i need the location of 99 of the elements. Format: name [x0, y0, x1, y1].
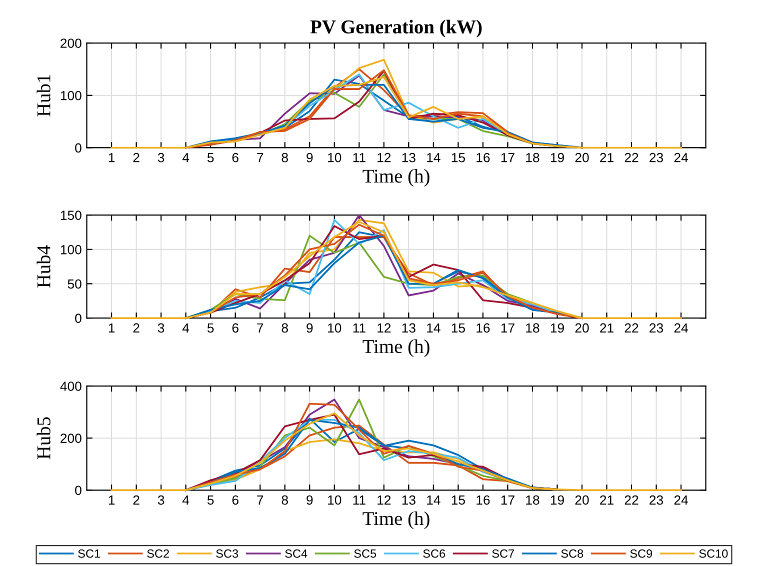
- x-tick-label: 16: [476, 495, 490, 505]
- x-tick-label: 8: [282, 323, 288, 333]
- legend-label: SC7: [492, 549, 514, 558]
- x-tick-label: 6: [232, 152, 238, 162]
- x-tick-label: 6: [232, 323, 238, 333]
- chart-title: PV Generation (kW): [310, 20, 482, 38]
- x-tick-label: 22: [624, 323, 638, 333]
- x-tick-label: 4: [182, 496, 190, 505]
- x-tick-label: 14: [427, 323, 440, 333]
- x-tick-label: 23: [650, 495, 664, 505]
- x-axis-title: Time (h): [362, 511, 430, 530]
- x-tick-label: 24: [674, 495, 688, 505]
- x-tick-label: 24: [674, 323, 688, 333]
- x-tick-label: 8: [282, 495, 288, 505]
- x-tick-label: 18: [526, 323, 540, 333]
- x-tick-label: 11: [353, 496, 366, 505]
- x-tick-label: 16: [476, 152, 490, 162]
- x-tick-label: 19: [550, 152, 564, 162]
- x-tick-label: 9: [306, 323, 313, 333]
- x-tick-label: 14: [427, 496, 440, 505]
- x-tick-label: 3: [158, 495, 164, 505]
- x-tick-label: 3: [158, 323, 164, 333]
- x-tick-label: 4: [182, 323, 190, 333]
- x-tick-label: 9: [306, 495, 313, 505]
- legend-label: SC8: [561, 549, 584, 558]
- legend-label: SC1: [78, 549, 100, 558]
- y-tick-label: 0: [75, 314, 82, 324]
- y-tick-label: 0: [75, 486, 82, 496]
- x-tick-label: 16: [476, 323, 490, 333]
- legend-label: SC9: [630, 549, 652, 558]
- legend-label: SC2: [147, 549, 169, 558]
- x-tick-label: 7: [257, 496, 264, 505]
- legend-label: SC6: [423, 549, 446, 558]
- y-axis-title: Hub1: [36, 74, 50, 116]
- y-tick-label: 200: [60, 38, 82, 48]
- x-tick-label: 5: [207, 153, 214, 162]
- x-tick-label: 10: [328, 152, 342, 162]
- x-tick-label: 2: [133, 152, 140, 162]
- x-tick-label: 19: [550, 495, 564, 505]
- x-tick-label: 8: [282, 152, 288, 162]
- x-tick-label: 21: [600, 323, 614, 333]
- y-axis-title: Hub5: [36, 417, 50, 460]
- x-tick-label: 17: [501, 496, 514, 505]
- y-tick-label: 200: [60, 434, 82, 443]
- y-axis-title: Hub4: [36, 245, 50, 288]
- x-tick-label: 4: [182, 153, 190, 162]
- x-tick-label: 23: [650, 323, 664, 333]
- x-tick-label: 23: [650, 152, 664, 162]
- y-tick-label: 50: [68, 279, 82, 289]
- x-tick-label: 13: [402, 152, 416, 162]
- x-tick-label: 11: [353, 153, 366, 162]
- x-tick-label: 24: [674, 152, 688, 162]
- legend-label: SC4: [285, 549, 308, 558]
- x-tick-label: 12: [378, 495, 391, 505]
- x-tick-label: 22: [624, 495, 638, 505]
- y-tick-label: 0: [75, 143, 82, 153]
- x-tick-label: 15: [452, 323, 465, 333]
- x-tick-label: 13: [402, 495, 416, 505]
- x-tick-label: 3: [158, 152, 164, 162]
- x-tick-label: 21: [600, 152, 614, 162]
- x-tick-label: 22: [624, 152, 638, 162]
- x-tick-label: 20: [575, 323, 589, 333]
- x-tick-label: 17: [501, 323, 514, 333]
- x-tick-label: 2: [133, 495, 140, 505]
- x-tick-label: 15: [452, 496, 465, 505]
- x-tick-label: 10: [328, 323, 342, 333]
- y-tick-label: 100: [60, 244, 82, 254]
- x-tick-label: 15: [452, 153, 465, 162]
- legend-label: SC10: [699, 549, 728, 558]
- x-tick-label: 14: [427, 153, 440, 162]
- legend-label: SC5: [354, 549, 376, 558]
- x-tick-label: 13: [402, 323, 416, 333]
- x-tick-label: 19: [550, 323, 564, 333]
- x-tick-label: 1: [108, 153, 115, 162]
- x-tick-label: 7: [257, 153, 264, 162]
- x-tick-label: 1: [108, 323, 115, 333]
- x-tick-label: 17: [501, 153, 514, 162]
- x-tick-label: 20: [575, 495, 589, 505]
- x-tick-label: 10: [328, 495, 342, 505]
- x-tick-label: 6: [232, 495, 238, 505]
- x-tick-label: 9: [306, 152, 313, 162]
- x-axis-title: Time (h): [362, 339, 430, 358]
- x-tick-label: 7: [257, 323, 264, 333]
- legend-label: SC3: [216, 549, 238, 558]
- x-tick-label: 5: [207, 323, 214, 333]
- x-tick-label: 20: [575, 152, 589, 162]
- x-tick-label: 5: [207, 496, 214, 505]
- x-tick-label: 12: [378, 152, 391, 162]
- x-tick-label: 21: [600, 495, 614, 505]
- x-tick-label: 1: [108, 496, 115, 505]
- x-tick-label: 12: [378, 323, 391, 333]
- y-tick-label: 400: [60, 382, 82, 391]
- x-tick-label: 2: [133, 323, 140, 333]
- x-tick-label: 11: [353, 323, 366, 333]
- x-tick-label: 18: [526, 495, 540, 505]
- y-tick-label: 150: [60, 210, 82, 220]
- y-tick-label: 100: [60, 90, 82, 100]
- x-axis-title: Time (h): [362, 169, 430, 187]
- x-tick-label: 18: [526, 152, 540, 162]
